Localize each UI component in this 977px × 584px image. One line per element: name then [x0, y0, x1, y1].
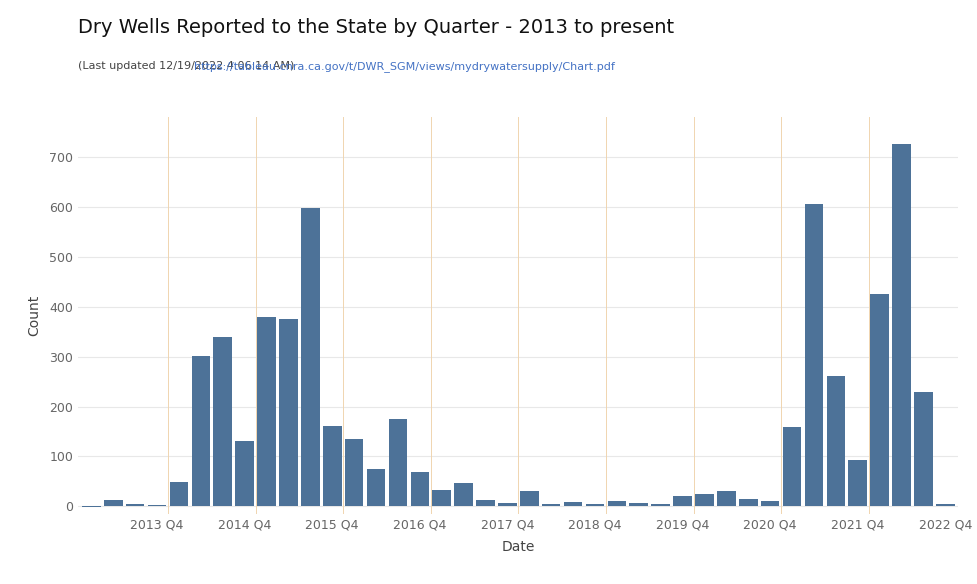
- Bar: [388, 419, 406, 506]
- Bar: [847, 460, 867, 506]
- Bar: [345, 439, 363, 506]
- Bar: [891, 144, 910, 506]
- Bar: [520, 492, 538, 506]
- Bar: [454, 483, 473, 506]
- Bar: [213, 336, 232, 506]
- Bar: [432, 490, 450, 506]
- Bar: [541, 504, 560, 506]
- Bar: [191, 356, 210, 506]
- Bar: [913, 391, 932, 506]
- Bar: [148, 505, 166, 506]
- Bar: [585, 504, 604, 506]
- Bar: [935, 504, 954, 506]
- Bar: [826, 376, 844, 506]
- Bar: [870, 294, 888, 506]
- Bar: [410, 472, 429, 506]
- Bar: [695, 494, 713, 506]
- Bar: [760, 502, 779, 506]
- Text: https://tableau.cnra.ca.gov/t/DWR_SGM/views/mydrywatersupply/Chart.pdf: https://tableau.cnra.ca.gov/t/DWR_SGM/vi…: [193, 61, 614, 72]
- Bar: [804, 204, 823, 506]
- Bar: [301, 208, 319, 506]
- Bar: [629, 503, 648, 506]
- Bar: [497, 503, 516, 506]
- Bar: [169, 482, 188, 506]
- Bar: [278, 319, 297, 506]
- X-axis label: Date: Date: [501, 540, 534, 554]
- Bar: [322, 426, 341, 506]
- Bar: [366, 469, 385, 506]
- Bar: [82, 506, 101, 507]
- Bar: [782, 426, 800, 506]
- Bar: [739, 499, 757, 506]
- Bar: [716, 492, 735, 506]
- Bar: [235, 442, 254, 506]
- Bar: [476, 500, 494, 506]
- Text: (Last updated 12/19/2022 4:06:14 AM): (Last updated 12/19/2022 4:06:14 AM): [78, 61, 298, 71]
- Bar: [126, 504, 145, 506]
- Bar: [651, 504, 669, 506]
- Y-axis label: Count: Count: [27, 295, 41, 336]
- Bar: [563, 502, 581, 506]
- Text: Dry Wells Reported to the State by Quarter - 2013 to present: Dry Wells Reported to the State by Quart…: [78, 18, 674, 37]
- Bar: [672, 496, 691, 506]
- Bar: [104, 500, 122, 506]
- Bar: [607, 502, 625, 506]
- Bar: [257, 317, 276, 506]
